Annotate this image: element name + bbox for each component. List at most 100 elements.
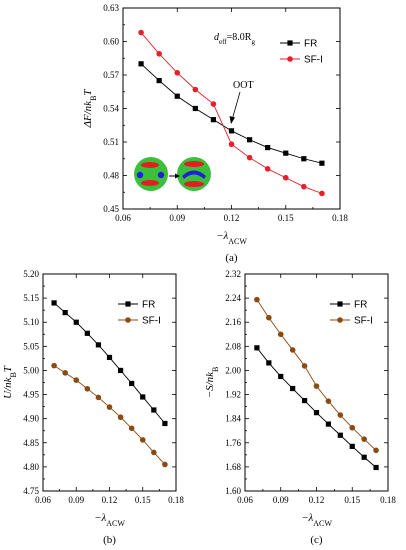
x-tick-label: 0.18 — [332, 213, 348, 223]
y-tick-label: 4.90 — [23, 414, 39, 424]
data-point-sf-i — [349, 424, 356, 431]
panel-label: (a) — [225, 252, 238, 264]
data-point-sf-i — [151, 449, 157, 456]
legend-label-sf-i: SF-I — [142, 316, 161, 327]
data-point-sf-i — [156, 50, 162, 57]
data-point-fr — [254, 345, 260, 351]
y-axis-label: U/nkBT — [2, 365, 18, 399]
y-tick-label: 0.60 — [103, 37, 119, 47]
y-axis-label: ΔF/nkBT — [82, 89, 98, 129]
x-tick-label: 0.12 — [102, 495, 118, 505]
data-point-fr — [337, 432, 343, 438]
y-tick-label: 4.95 — [23, 390, 39, 400]
series-line-fr — [140, 63, 323, 164]
y-tick-label: 0.54 — [103, 104, 119, 114]
y-tick-label: 1.92 — [225, 390, 241, 400]
annotation-main: d — [214, 32, 220, 43]
legend-label-fr: FR — [142, 300, 155, 311]
data-point-fr — [151, 407, 157, 413]
data-point-fr — [361, 454, 367, 460]
morphology-red-domain — [141, 180, 159, 186]
oot-arrow-line — [231, 91, 241, 121]
data-point-sf-i — [62, 370, 68, 376]
x-tick-label: 0.09 — [68, 495, 84, 505]
y-tick-label: 2.08 — [225, 341, 241, 351]
data-point-sf-i — [162, 461, 168, 468]
series-line-sf-i — [140, 32, 323, 194]
y-axis-label: −S/nkB — [204, 367, 220, 399]
y-tick-label: 0.45 — [103, 204, 119, 214]
y-tick-label: 2.00 — [225, 365, 241, 375]
panel-label: (c) — [310, 534, 323, 546]
y-tick-label: 4.75 — [23, 486, 39, 496]
x-tick-label: 0.09 — [169, 213, 185, 223]
data-point-fr — [325, 421, 332, 427]
series-line-sf-i — [53, 365, 166, 465]
y-tick-label: 0.51 — [103, 137, 119, 147]
morphology-red-domain — [141, 162, 159, 168]
legend-marker-fr — [337, 301, 343, 307]
x-tick-label: 0.18 — [380, 495, 396, 505]
chart-b: 0.06 0.09 0.12 0.15 0.18 4.75 4.80 4.85 4.90 4.95… — [2, 269, 184, 546]
x-axis-label-sub: ACW — [228, 237, 247, 246]
morphology-blue-domain — [157, 171, 165, 179]
data-point-sf-i — [289, 347, 296, 353]
data-point-sf-i — [301, 183, 307, 190]
y-tick-label: 0.57 — [103, 70, 119, 80]
y-axis-label-main: U/nk — [2, 376, 14, 399]
oot-arrowhead — [229, 116, 235, 124]
data-point-sf-i — [373, 447, 379, 454]
data-point-fr — [265, 144, 271, 151]
y-axis-label-sub: B — [9, 372, 18, 377]
chart-a: 0.06 0.09 0.12 0.15 0.18 0.45 0.48 0.51 0.54 0.57… — [82, 3, 348, 264]
data-point-fr — [278, 373, 284, 380]
data-point-fr — [62, 309, 68, 316]
morphology-blue-domain — [136, 171, 144, 179]
legend-marker-fr — [287, 40, 293, 46]
data-point-fr — [266, 360, 272, 366]
oot-label: OOT — [233, 80, 254, 91]
legend-label-sf-i: SF-I — [304, 55, 323, 66]
legend-label-fr: FR — [304, 39, 317, 50]
annotation-deff: deff=8.0Rg — [214, 32, 255, 46]
x-tick-label: 0.12 — [224, 213, 240, 223]
legend-marker-sf-i — [287, 56, 293, 62]
data-point-fr — [301, 156, 307, 162]
y-tick-label: 0.48 — [103, 171, 119, 181]
data-point-sf-i — [266, 314, 272, 321]
transition-arrowhead — [175, 173, 180, 179]
x-axis-label-main: −λ — [301, 512, 313, 524]
data-point-sf-i — [73, 377, 80, 383]
y-tick-label: 1.76 — [225, 438, 241, 448]
x-axis-label: −λACW — [94, 512, 125, 528]
data-point-fr — [106, 354, 113, 361]
x-tick-label: 0.12 — [309, 495, 325, 505]
data-point-sf-i — [128, 425, 135, 432]
data-point-sf-i — [254, 296, 260, 303]
legend-marker-sf-i — [337, 317, 343, 323]
x-tick-label: 0.18 — [168, 495, 184, 505]
panel-label: (b) — [103, 534, 116, 546]
data-point-sf-i — [337, 412, 344, 418]
annotation-rest: =8.0R — [227, 32, 252, 43]
data-point-sf-i — [139, 437, 146, 443]
data-point-sf-i — [277, 331, 284, 338]
y-tick-label: 5.00 — [23, 365, 39, 375]
data-point-fr — [84, 330, 90, 336]
data-point-sf-i — [313, 383, 320, 389]
data-point-fr — [290, 385, 296, 392]
data-point-fr — [301, 397, 308, 404]
x-tick-label: 0.15 — [278, 213, 294, 223]
data-point-fr — [129, 380, 135, 387]
x-tick-label: 0.15 — [135, 495, 151, 505]
y-tick-label: 2.24 — [225, 293, 241, 303]
data-point-sf-i — [138, 29, 144, 36]
morphology-red-domain — [184, 181, 204, 187]
y-tick-label: 4.85 — [23, 438, 39, 448]
x-tick-label: 0.09 — [273, 495, 289, 505]
data-point-sf-i — [282, 174, 289, 181]
data-point-sf-i — [301, 363, 308, 369]
data-point-sf-i — [228, 141, 235, 148]
y-tick-label: 2.16 — [225, 317, 241, 327]
legend-label-fr: FR — [354, 300, 367, 311]
